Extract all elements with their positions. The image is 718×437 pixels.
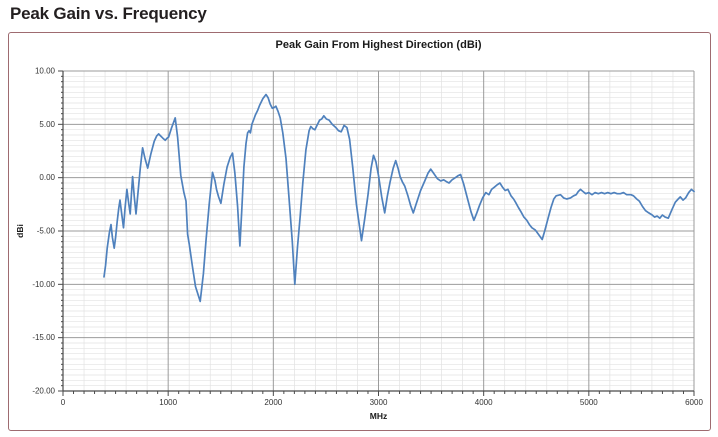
y-tick-label: -10.00: [32, 280, 55, 289]
gain-chart: 0 1000 2000 3000 4000 5000 6000 10.00 5.00 0.00 -5…: [15, 67, 703, 422]
gain-series-line: [103, 93, 695, 303]
y-tick-label: 5.00: [39, 120, 55, 129]
page-title: Peak Gain vs. Frequency: [10, 4, 207, 23]
chart-frame: 0 1000 2000 3000 4000 5000 6000 10.00 5.00 0.00 -5…: [8, 32, 711, 431]
y-tick-label: 10.00: [35, 67, 56, 76]
y-axis-title: dBi: [15, 224, 25, 238]
chart-title: Peak Gain From Highest Direction (dBi): [275, 39, 482, 51]
x-tick-label: 5000: [580, 398, 598, 407]
y-tick-label: -15.00: [32, 333, 55, 342]
x-tick-label: 0: [61, 398, 66, 407]
x-tick-label: 2000: [264, 398, 282, 407]
x-tick-label: 3000: [370, 398, 388, 407]
chart-plot-area: 0 1000 2000 3000 4000 5000 6000 10.00 5.00 0.00 -5…: [32, 67, 703, 408]
x-tick-label: 6000: [685, 398, 703, 407]
x-tick-label: 4000: [475, 398, 493, 407]
x-tick-label: 1000: [159, 398, 177, 407]
x-axis-title: MHz: [370, 411, 387, 421]
y-tick-label: -5.00: [37, 227, 56, 236]
y-tick-label: -20.00: [32, 387, 55, 396]
y-tick-label: 0.00: [39, 173, 55, 182]
